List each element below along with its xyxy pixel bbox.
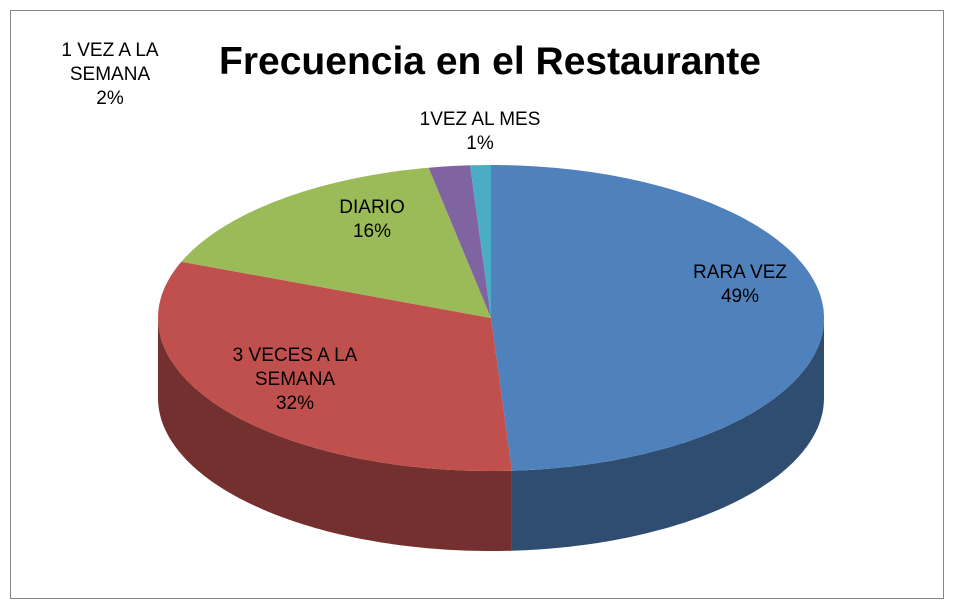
category-label: RARA VEZ <box>693 262 787 283</box>
data-label: 3 VECES A LA SEMANA 32% <box>215 344 375 416</box>
category-label: 3 VECES A LA SEMANA <box>232 345 358 390</box>
category-label: 1 VEZ A LA SEMANA <box>61 40 159 85</box>
category-label: 1VEZ AL MES <box>419 109 541 130</box>
data-label: RARA VEZ 49% <box>675 261 805 309</box>
value-label: 49% <box>720 286 760 307</box>
category-label: DIARIO <box>339 197 405 218</box>
value-label: 32% <box>275 393 315 414</box>
slice <box>491 165 824 471</box>
slice <box>428 165 491 318</box>
slice-side <box>511 318 824 551</box>
data-label: DIARIO 16% <box>327 196 417 244</box>
value-label: 16% <box>352 221 392 242</box>
slice <box>470 165 491 318</box>
value-label: 1% <box>466 133 494 154</box>
slice-side <box>158 318 512 551</box>
value-label: 2% <box>96 88 124 109</box>
data-label: 1 VEZ A LA SEMANA 2% <box>50 39 170 111</box>
chart-title: Frecuencia en el Restaurante <box>219 40 761 83</box>
slice <box>158 261 512 471</box>
data-label: 1VEZ AL MES 1% <box>380 108 580 156</box>
slice <box>181 167 491 318</box>
